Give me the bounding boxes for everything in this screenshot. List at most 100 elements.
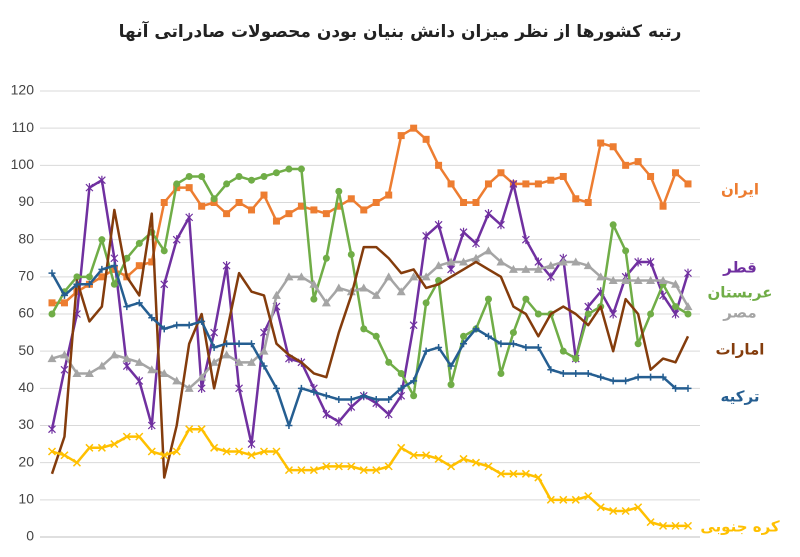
marker — [135, 376, 144, 386]
marker — [484, 209, 493, 219]
marker — [97, 175, 106, 185]
marker — [372, 332, 380, 340]
marker — [409, 320, 418, 330]
marker — [235, 340, 243, 348]
marker — [334, 462, 343, 471]
marker — [197, 372, 207, 381]
series — [48, 124, 692, 307]
marker — [297, 384, 305, 392]
marker — [584, 369, 592, 377]
marker — [671, 521, 680, 530]
legend-label: کره جنوبی — [700, 518, 780, 536]
marker — [521, 235, 530, 245]
marker — [85, 183, 94, 193]
marker — [422, 299, 430, 307]
marker — [397, 384, 405, 392]
marker — [584, 199, 592, 206]
marker — [59, 350, 69, 359]
marker — [534, 310, 542, 318]
marker — [583, 261, 593, 270]
marker — [97, 361, 107, 370]
marker — [559, 495, 568, 504]
y-tick-label: 90 — [18, 193, 34, 209]
marker — [484, 462, 493, 471]
legend-label: ایران — [721, 181, 759, 199]
marker — [209, 357, 219, 366]
marker — [384, 409, 393, 419]
marker — [422, 135, 430, 143]
marker — [559, 369, 567, 377]
marker — [596, 272, 606, 281]
marker — [310, 295, 318, 303]
marker — [397, 132, 405, 140]
marker — [335, 395, 343, 403]
marker — [646, 276, 656, 285]
marker — [321, 298, 331, 307]
marker — [609, 377, 617, 385]
marker — [48, 310, 56, 318]
marker — [147, 447, 156, 456]
marker — [223, 180, 231, 188]
marker — [684, 268, 692, 278]
marker — [683, 302, 693, 311]
marker — [297, 165, 305, 173]
marker — [584, 310, 592, 318]
marker — [210, 195, 218, 203]
marker — [347, 195, 355, 203]
marker — [347, 402, 356, 412]
marker — [185, 425, 194, 434]
marker — [47, 447, 57, 456]
marker — [447, 362, 455, 370]
marker — [546, 272, 555, 282]
marker — [223, 340, 231, 348]
marker — [259, 447, 269, 456]
marker — [334, 283, 344, 292]
marker — [647, 373, 655, 381]
marker — [160, 325, 168, 333]
marker — [533, 264, 543, 273]
legend-label: امارات — [716, 341, 765, 359]
marker — [259, 346, 269, 355]
marker — [571, 495, 580, 504]
marker — [222, 350, 232, 359]
series-line — [50, 264, 688, 427]
marker — [621, 506, 630, 516]
marker — [684, 310, 692, 318]
y-tick-label: 120 — [11, 82, 35, 98]
y-tick-label: 10 — [18, 491, 34, 507]
y-tick-label: 70 — [18, 268, 34, 284]
marker — [484, 180, 492, 188]
marker — [572, 355, 580, 363]
marker — [198, 202, 206, 210]
marker — [409, 451, 418, 460]
marker — [360, 392, 368, 400]
marker — [659, 373, 667, 381]
y-tick-label: 20 — [18, 453, 34, 469]
marker — [647, 172, 655, 180]
marker — [497, 340, 505, 348]
marker — [98, 273, 106, 281]
marker — [285, 210, 293, 218]
marker — [460, 340, 468, 348]
marker — [572, 369, 580, 377]
y-tick-label: 0 — [26, 528, 34, 544]
marker — [659, 521, 668, 530]
marker — [460, 332, 468, 340]
marker — [147, 421, 156, 430]
marker — [85, 280, 93, 288]
marker — [621, 276, 631, 285]
marker — [359, 283, 369, 292]
marker — [609, 221, 617, 229]
marker — [197, 383, 206, 393]
marker — [471, 458, 481, 467]
marker — [98, 236, 106, 244]
marker — [185, 212, 194, 222]
marker — [60, 365, 69, 375]
marker — [160, 199, 168, 206]
marker — [122, 354, 132, 363]
marker — [159, 368, 169, 377]
marker — [235, 172, 243, 180]
marker — [684, 384, 692, 392]
marker — [396, 287, 406, 296]
marker — [285, 165, 293, 173]
